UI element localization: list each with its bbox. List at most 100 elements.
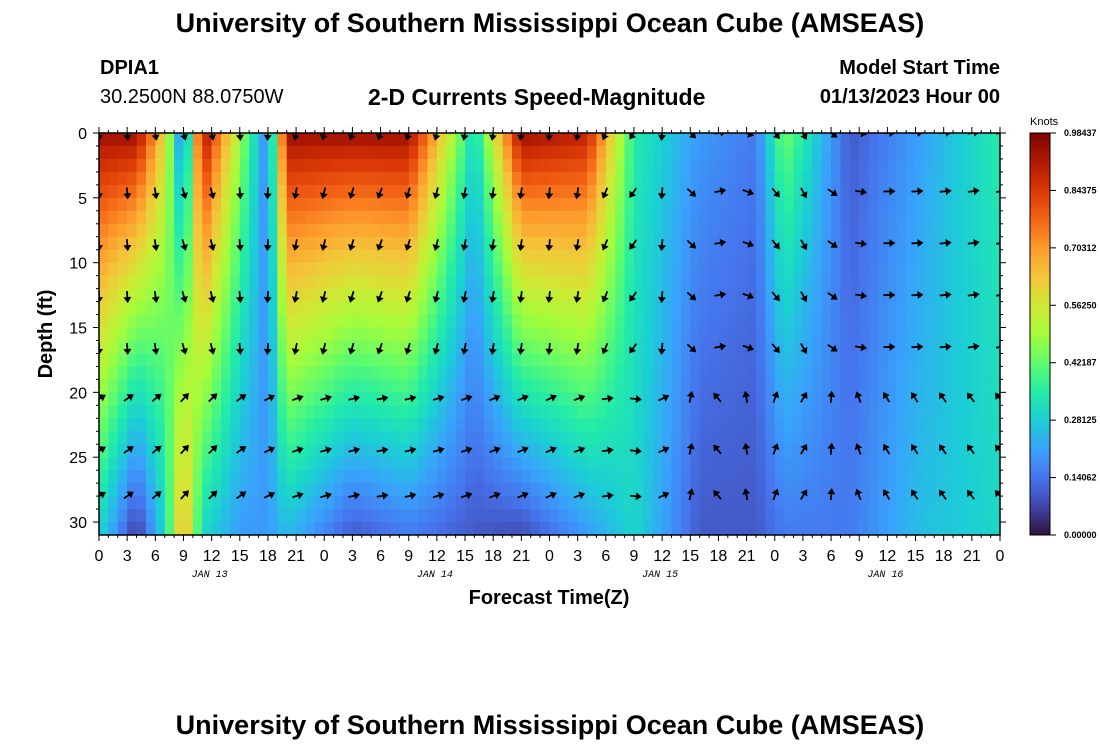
heatmap-cell	[671, 275, 682, 290]
heatmap-cell	[868, 133, 879, 147]
heatmap-cell	[868, 171, 879, 186]
heatmap-cell	[183, 405, 194, 419]
heatmap-cell	[249, 197, 260, 212]
heatmap-cell	[765, 379, 776, 393]
heatmap-cell	[418, 483, 429, 497]
heatmap-cell	[540, 522, 551, 535]
heatmap-cell	[643, 470, 654, 484]
heatmap-cell	[343, 392, 354, 406]
heatmap-cell	[164, 392, 175, 406]
heatmap-cell	[962, 158, 973, 173]
heatmap-cell	[530, 314, 541, 329]
heatmap-cell	[727, 275, 738, 290]
current-arrow	[517, 446, 529, 454]
heatmap-cell	[418, 314, 429, 329]
heatmap-cell	[831, 379, 842, 393]
current-arrow	[601, 133, 609, 141]
heatmap-cell	[333, 353, 344, 368]
heatmap-cell	[474, 314, 485, 329]
heatmap-cell	[455, 470, 466, 484]
heatmap-cell	[971, 470, 982, 484]
heatmap-cell	[136, 509, 147, 523]
current-arrow	[657, 133, 666, 141]
heatmap-cell	[821, 379, 832, 393]
heatmap-cell	[305, 249, 316, 264]
heatmap-cell	[530, 197, 541, 212]
heatmap-cell	[906, 379, 917, 393]
heatmap-cell	[924, 236, 935, 251]
heatmap-cell	[831, 145, 842, 160]
heatmap-cell	[389, 340, 400, 355]
heatmap-cell	[821, 483, 832, 497]
heatmap-cell	[108, 522, 119, 535]
heatmap-cell	[831, 457, 842, 471]
heatmap-cell	[831, 301, 842, 316]
current-arrow	[319, 239, 328, 251]
heatmap-cell	[540, 457, 551, 471]
heatmap-cell	[718, 249, 729, 264]
heatmap-cell	[727, 496, 738, 510]
heatmap-cell	[915, 522, 926, 535]
heatmap-cell	[333, 262, 344, 277]
heatmap-cell	[108, 444, 119, 458]
heatmap-cell	[408, 262, 419, 277]
x-tick-label: 0	[770, 548, 779, 565]
heatmap-cell	[896, 457, 907, 471]
heatmap-cell	[652, 236, 663, 251]
heatmap-cell	[699, 522, 710, 535]
heatmap-cell	[587, 405, 598, 419]
heatmap-cell	[859, 405, 870, 419]
heatmap-cell	[465, 366, 476, 380]
heatmap-cell	[990, 522, 1000, 535]
heatmap-cell	[211, 483, 222, 497]
heatmap-cell	[690, 379, 701, 393]
heatmap-cell	[371, 262, 382, 277]
current-arrow	[348, 491, 361, 500]
heatmap-cell	[662, 171, 673, 186]
heatmap-cell	[802, 327, 813, 342]
heatmap-cell	[568, 418, 579, 432]
heatmap-cell	[117, 353, 128, 368]
heatmap-cell	[258, 171, 269, 186]
heatmap-cell	[802, 522, 813, 535]
heatmap-cell	[446, 392, 457, 406]
heatmap-cell	[990, 392, 1000, 406]
heatmap-cell	[802, 431, 813, 445]
heatmap-cell	[164, 431, 175, 445]
heatmap-cell	[99, 340, 109, 355]
heatmap-cell	[953, 314, 964, 329]
heatmap-cell	[427, 392, 438, 406]
heatmap-cell	[633, 353, 644, 368]
heatmap-cell	[145, 262, 156, 277]
heatmap-cell	[737, 158, 748, 173]
heatmap-cell	[277, 418, 288, 432]
heatmap-cell	[831, 496, 842, 510]
heatmap-cell	[418, 431, 429, 445]
heatmap-cell	[587, 366, 598, 380]
current-arrow	[460, 394, 473, 402]
heatmap-cell	[596, 431, 607, 445]
heatmap-cell	[455, 418, 466, 432]
current-arrow	[376, 491, 389, 500]
heatmap-cell	[558, 509, 569, 523]
heatmap-cell	[99, 509, 109, 523]
heatmap-cell	[399, 470, 410, 484]
heatmap-cell	[605, 262, 616, 277]
heatmap-cell	[230, 288, 241, 303]
heatmap-cell	[943, 301, 954, 316]
heatmap-cell	[530, 431, 541, 445]
colorbar-scale	[1029, 132, 1051, 536]
heatmap-cell	[296, 522, 307, 535]
heatmap-cell	[643, 314, 654, 329]
heatmap-cell	[258, 158, 269, 173]
heatmap-cell	[549, 249, 560, 264]
current-arrow	[629, 492, 642, 501]
heatmap-cell	[493, 470, 504, 484]
heatmap-cell	[145, 327, 156, 342]
heatmap-cell	[615, 483, 626, 497]
heatmap-cell	[380, 340, 391, 355]
heatmap-cell	[155, 483, 166, 497]
heatmap-cell	[474, 483, 485, 497]
heatmap-cell	[662, 379, 673, 393]
heatmap-cell	[371, 210, 382, 225]
